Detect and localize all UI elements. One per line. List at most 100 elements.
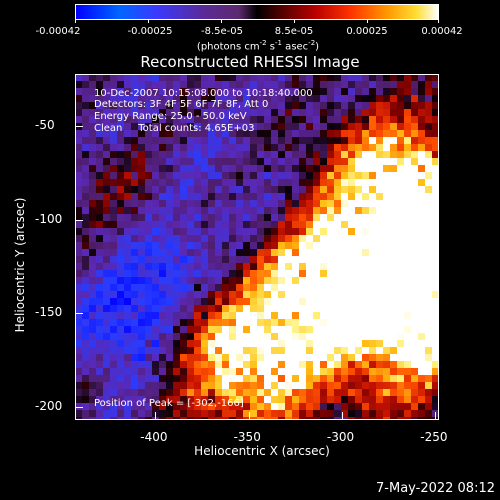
heatmap-cell: [257, 347, 264, 354]
heatmap-cell: [404, 116, 411, 123]
heatmap-cell: [320, 417, 327, 420]
heatmap-cell: [348, 200, 355, 207]
heatmap-cell: [215, 417, 222, 420]
heatmap-cell: [117, 291, 124, 298]
heatmap-cell: [250, 340, 257, 347]
heatmap-cell: [348, 116, 355, 123]
heatmap-cell: [89, 298, 96, 305]
heatmap-cell: [173, 354, 180, 361]
heatmap-cell: [243, 102, 250, 109]
heatmap-cell: [145, 256, 152, 263]
heatmap-cell: [411, 228, 418, 235]
heatmap-cell: [208, 319, 215, 326]
heatmap-cell: [96, 333, 103, 340]
heatmap-cell: [278, 186, 285, 193]
heatmap-cell: [236, 221, 243, 228]
heatmap-cell: [320, 123, 327, 130]
heatmap-cell: [432, 263, 439, 270]
heatmap-cell: [369, 305, 376, 312]
heatmap-cell: [96, 277, 103, 284]
heatmap-cell: [131, 158, 138, 165]
heatmap-cell: [264, 354, 271, 361]
heatmap-cell: [215, 137, 222, 144]
heatmap-cell: [152, 305, 159, 312]
heatmap-cell: [110, 172, 117, 179]
heatmap-cell: [334, 396, 341, 403]
heatmap-cell: [411, 333, 418, 340]
heatmap-cell: [75, 347, 82, 354]
heatmap-cell: [376, 109, 383, 116]
heatmap-cell: [404, 326, 411, 333]
heatmap-cell: [110, 291, 117, 298]
heatmap-cell: [390, 249, 397, 256]
heatmap-cell: [145, 116, 152, 123]
heatmap-cell: [257, 319, 264, 326]
heatmap-cell: [124, 74, 131, 81]
heatmap-cell: [82, 221, 89, 228]
heatmap-cell: [180, 214, 187, 221]
heatmap-cell: [82, 284, 89, 291]
heatmap-cell: [222, 186, 229, 193]
heatmap-cell: [159, 326, 166, 333]
heatmap-cell: [145, 130, 152, 137]
heatmap-cell: [306, 389, 313, 396]
heatmap-cell: [327, 284, 334, 291]
heatmap-cell: [299, 368, 306, 375]
heatmap-cell: [299, 221, 306, 228]
heatmap-cell: [222, 291, 229, 298]
heatmap-cell: [145, 172, 152, 179]
heatmap-cell: [404, 214, 411, 221]
heatmap-cell: [285, 151, 292, 158]
heatmap-cell: [411, 382, 418, 389]
heatmap-cell: [250, 389, 257, 396]
heatmap-cell: [243, 235, 250, 242]
heatmap-cell: [390, 375, 397, 382]
heatmap-cell: [180, 137, 187, 144]
heatmap-cell: [306, 291, 313, 298]
heatmap-cell: [75, 263, 82, 270]
y-axis-label: Heliocentric Y (arcsec): [13, 197, 27, 333]
heatmap-cell: [404, 242, 411, 249]
heatmap-cell: [306, 165, 313, 172]
heatmap-cell: [145, 249, 152, 256]
colorbar-tickmark: [148, 19, 149, 23]
heatmap-cell: [285, 95, 292, 102]
heatmap-cell: [341, 242, 348, 249]
heatmap-cell: [348, 312, 355, 319]
heatmap-cell: [82, 368, 89, 375]
heatmap-cell: [187, 333, 194, 340]
heatmap-cell: [334, 389, 341, 396]
heatmap-cell: [355, 382, 362, 389]
heatmap-cell: [278, 326, 285, 333]
heatmap-cell: [145, 270, 152, 277]
heatmap-cell: [131, 200, 138, 207]
heatmap-cell: [131, 305, 138, 312]
heatmap-cell: [341, 74, 348, 81]
heatmap-cell: [432, 305, 439, 312]
heatmap-cell: [362, 144, 369, 151]
heatmap-cell: [229, 249, 236, 256]
heatmap-cell: [215, 228, 222, 235]
heatmap-cell: [264, 193, 271, 200]
heatmap-cell: [75, 95, 82, 102]
heatmap-cell: [285, 270, 292, 277]
heatmap-cell: [215, 144, 222, 151]
heatmap-cell: [82, 88, 89, 95]
heatmap-cell: [173, 221, 180, 228]
heatmap-cell: [138, 242, 145, 249]
heatmap-cell: [110, 235, 117, 242]
heatmap-cell: [229, 354, 236, 361]
heatmap-cell: [334, 368, 341, 375]
heatmap-cell: [285, 326, 292, 333]
heatmap-cell: [341, 186, 348, 193]
heatmap-cell: [215, 284, 222, 291]
heatmap-cell: [159, 263, 166, 270]
heatmap-cell: [299, 270, 306, 277]
heatmap-cell: [166, 417, 173, 420]
heatmap-cell: [425, 291, 432, 298]
heatmap-cell: [159, 340, 166, 347]
heatmap-cell: [320, 88, 327, 95]
heatmap-cell: [369, 375, 376, 382]
heatmap-cell: [229, 214, 236, 221]
heatmap-cell: [341, 200, 348, 207]
